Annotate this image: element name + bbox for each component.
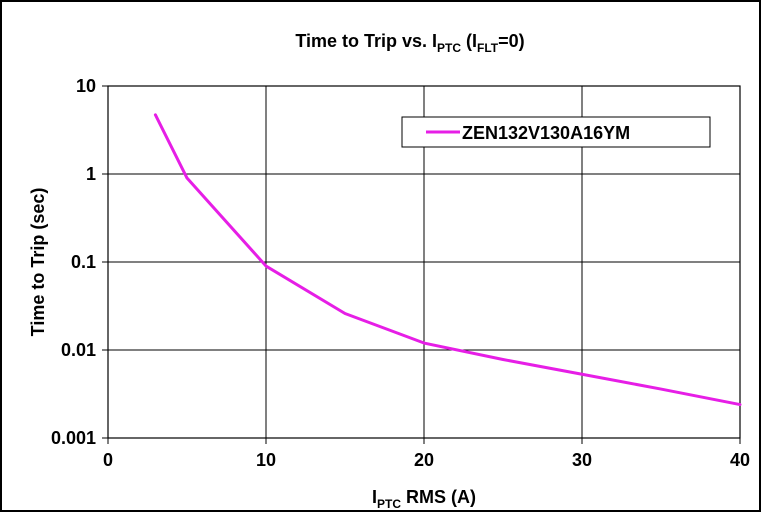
x-tick-label: 0 bbox=[103, 450, 113, 470]
series-line bbox=[153, 113, 742, 407]
y-axis-title: Time to Trip (sec) bbox=[28, 188, 48, 337]
y-tick-label: 1 bbox=[86, 164, 96, 184]
x-tick-labels: 0 10 20 30 40 bbox=[103, 438, 750, 470]
x-axis-title: IPTC RMS (A) bbox=[372, 487, 476, 511]
x-tick-label: 30 bbox=[572, 450, 592, 470]
y-tick-labels: 10 1 0.1 0.01 0.001 bbox=[51, 76, 108, 448]
grid-lines bbox=[108, 86, 740, 438]
series-layer bbox=[153, 113, 742, 407]
y-tick-label: 10 bbox=[76, 76, 96, 96]
y-tick-label: 0.01 bbox=[61, 340, 96, 360]
chart-title: Time to Trip vs. IPTC (IFLT=0) bbox=[295, 31, 524, 55]
legend: ZEN132V130A16YM bbox=[401, 116, 711, 148]
x-tick-label: 20 bbox=[414, 450, 434, 470]
legend-label: ZEN132V130A16YM bbox=[462, 123, 630, 143]
x-tick-label: 10 bbox=[256, 450, 276, 470]
x-tick-label: 40 bbox=[730, 450, 750, 470]
y-tick-label: 0.001 bbox=[51, 428, 96, 448]
y-tick-label: 0.1 bbox=[71, 252, 96, 272]
